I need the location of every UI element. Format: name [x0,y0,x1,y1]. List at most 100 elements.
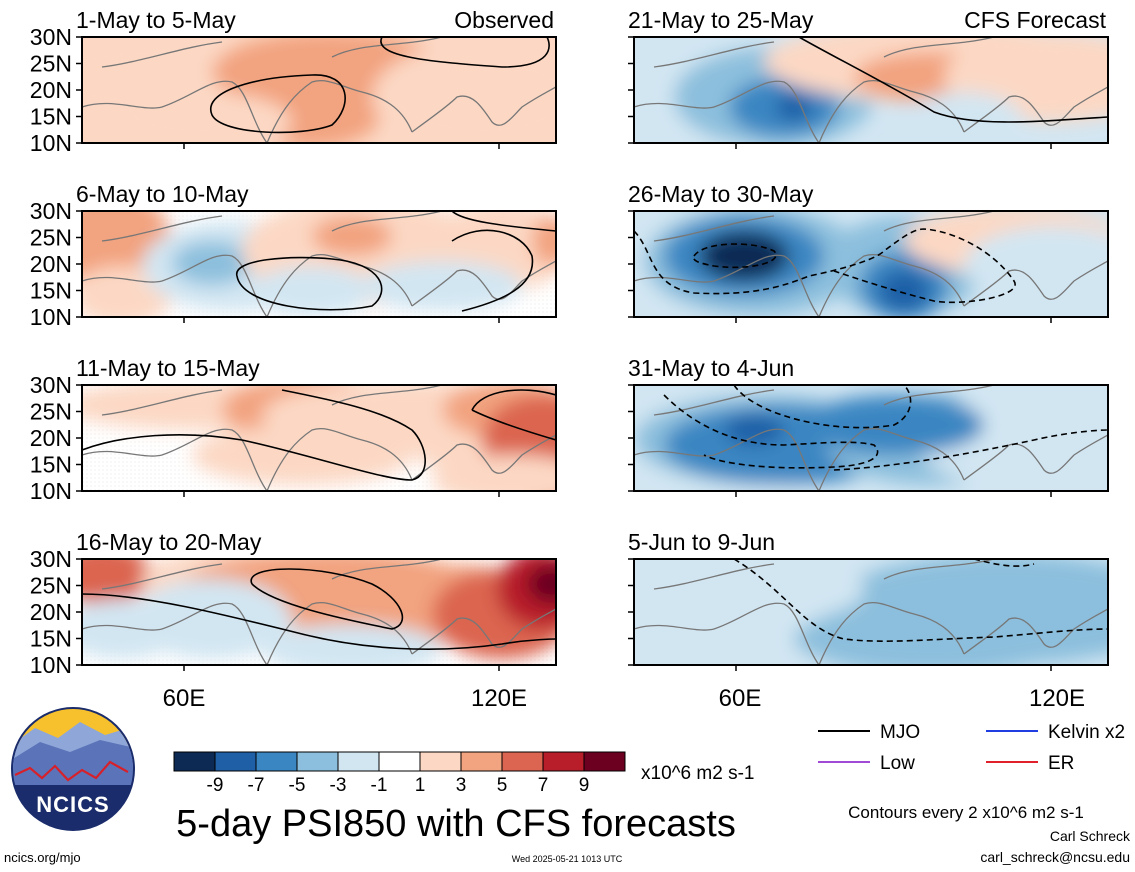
anomaly-blob-8 [532,216,556,266]
colorbar-swatch-5 [337,751,380,772]
y-tick-label: 30N [30,372,72,398]
coastline-1 [82,80,268,143]
colorbar-swatch-2 [214,751,257,772]
coastline-1 [82,428,268,491]
legend-label-4: ER [1048,753,1074,774]
panel-period-title: 6-May to 10-May [76,181,249,207]
coastline-3 [411,86,556,133]
colorbar-level-2: -7 [248,775,265,796]
ncics-logo: NCICS [11,707,135,831]
coastline-2 [266,80,413,143]
panel-period-title: 5-Jun to 9-Jun [628,529,775,555]
y-tick-label: 30N [30,198,72,224]
anomaly-field [634,559,1108,665]
anomaly-blob-9 [964,226,1108,306]
mjo-contour-1 [798,37,1108,123]
anomaly-blob-1 [82,559,152,604]
mjo-contour-2 [451,229,534,312]
coastline-3 [411,608,556,655]
y-tick-label: 20N [30,425,72,451]
anomaly-field [634,385,1108,491]
anomaly-blob-7 [527,564,556,604]
colorbar-swatch-11 [583,751,626,772]
colorbar-swatch-3 [255,751,298,772]
coastline-5 [331,385,443,406]
mjo-contour-3 [833,429,1108,471]
y-tick-label: 15N [30,278,72,304]
coastline-2 [818,428,965,491]
colorbar-level-10: 9 [579,775,590,796]
mjo-contour-2 [733,385,912,429]
anomaly-blob-4 [372,42,556,143]
anomaly-blob-9 [362,261,522,311]
coastline-1 [82,602,268,665]
anomaly-blob-4 [724,415,784,445]
panel-period-title: 1-May to 5-May [76,7,236,33]
panel-period-title: 21-May to 25-May [628,7,814,33]
panel-8: 5-Jun to 9-Jun [628,529,1109,671]
coastline-1 [82,254,268,317]
anomaly-blob-7 [879,271,929,311]
y-tick-label: 15N [30,626,72,652]
colorbar-level-5: -1 [371,775,388,796]
y-tick-label: 15N [30,104,72,130]
panel-5: 21-May to 25-May CFS Forecast [628,7,1109,149]
coastline-4 [653,215,775,242]
mjo-contour-1 [236,256,383,311]
coastline-2 [818,254,965,317]
panel-6: 26-May to 30-May [628,181,1109,323]
mjo-contour-2 [380,37,550,68]
y-tick-label: 20N [30,77,72,103]
mjo-contour-1 [82,593,556,650]
author-email[interactable]: carl_schreck@ncsu.edu [980,849,1130,865]
y-tick-label: 25N [30,225,72,251]
colorbar-level-9: 7 [538,775,549,796]
mjo-contour-2 [250,568,404,630]
coastline-2 [266,254,413,317]
colorbar-swatch-1 [173,751,216,772]
coastline-5 [883,211,995,232]
legend-label-1: MJO [880,722,920,743]
colorbar-level-3: -5 [289,775,306,796]
y-tick-label: 25N [30,573,72,599]
y-tick-label: 10N [30,652,72,678]
colorbar-swatch-6 [378,751,421,772]
author-name: Carl Schreck [1050,828,1131,844]
coastline-3 [963,260,1108,307]
coastline-3 [411,260,556,307]
y-tick-label: 20N [30,599,72,625]
y-tick-label: 30N [30,546,72,572]
panel-period-title: 26-May to 30-May [628,181,814,207]
coastline-2 [266,602,413,665]
anomaly-blob-8 [904,92,1024,143]
anomaly-blob-9 [432,455,556,491]
y-tick-label: 10N [30,478,72,504]
anomaly-field [82,559,556,665]
logo-text: NCICS [36,792,109,817]
coastline-1 [634,254,820,317]
anomaly-blob-4 [699,231,789,281]
x-tick-left-60E: 60E [163,685,206,712]
y-tick-label: 10N [30,304,72,330]
coastline-5 [883,385,995,406]
x-tick-left-120E: 120E [471,685,527,712]
coastline-4 [101,389,223,416]
colorbar-level-4: -3 [330,775,347,796]
coastline-3 [963,608,1108,655]
mjo-contour-2 [973,559,1035,567]
coastline-3 [963,434,1108,481]
y-tick-label: 15N [30,452,72,478]
y-tick-label: 25N [30,399,72,425]
panel-period-title: 31-May to 4-Jun [628,355,794,381]
colorbar-level-6: 1 [415,775,426,796]
site-url[interactable]: ncics.org/mjo [4,850,81,865]
colorbar-swatch-8 [460,751,503,772]
contour-note: Contours every 2 x10^6 m2 s-1 [848,803,1084,822]
mjo-contour-3 [451,211,556,232]
coastline-4 [653,41,775,68]
